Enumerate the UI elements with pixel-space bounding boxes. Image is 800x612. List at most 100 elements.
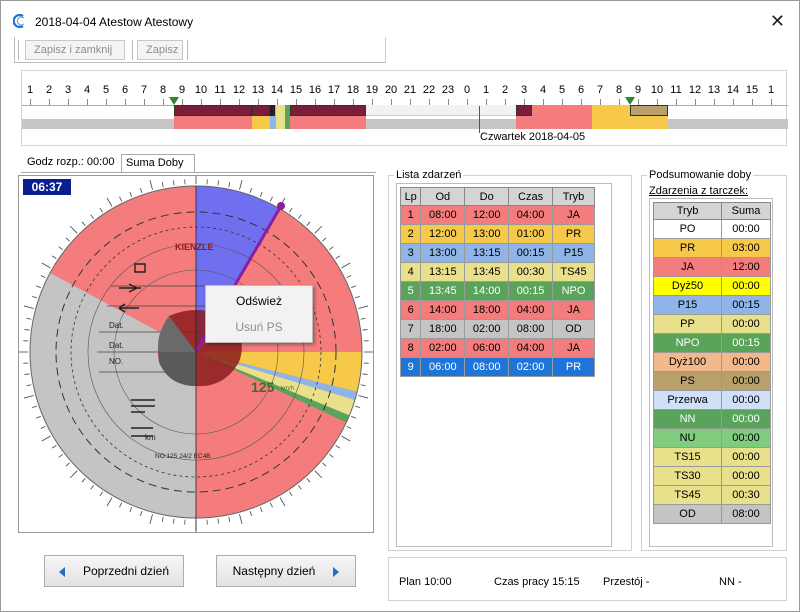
summary-list[interactable]: Tryb Suma PO 00:00 PR 03:00 JA 12:00 Dyż50 00:00… — [649, 198, 773, 547]
disc-tick — [346, 275, 352, 279]
table-row[interactable]: 2 12:00 13:00 01:00 PR — [399, 224, 595, 244]
timeline-hour-label: 2 — [45, 84, 53, 96]
save-and-close-button[interactable]: Zapisz i zamknij — [25, 40, 125, 60]
table-row[interactable]: 8 02:00 06:00 04:00 JA — [399, 338, 595, 358]
table-cell: Dyż50 — [652, 276, 723, 296]
save-button[interactable]: Zapisz — [137, 40, 183, 60]
timeline-hour-label: 13 — [707, 84, 721, 96]
timeline-tick — [695, 99, 696, 105]
disc-tick — [119, 196, 123, 202]
table-cell: 13:45 — [464, 262, 510, 282]
disc-ring — [55, 211, 337, 493]
table-cell: 00:00 — [721, 219, 771, 239]
disc-tick — [99, 207, 103, 213]
disc-tick — [41, 262, 51, 269]
events-column-header[interactable]: Czas — [508, 187, 553, 206]
disc-tick — [58, 246, 63, 251]
disc-tick — [360, 317, 366, 320]
table-cell: 00:30 — [721, 485, 771, 505]
table-cell: NU — [652, 428, 723, 448]
table-row: OD 08:00 — [652, 504, 771, 524]
disc-tick — [351, 285, 356, 289]
previous-day-button[interactable]: Poprzedni dzień — [44, 555, 184, 587]
svg-text:NO.: NO. — [109, 357, 123, 366]
table-cell: 2 — [399, 224, 422, 244]
table-cell: 06:00 — [464, 338, 510, 358]
table-row[interactable]: 3 13:00 13:15 00:15 P15 — [399, 243, 595, 263]
timeline-hour-label: 4 — [83, 84, 91, 96]
table-cell: 00:15 — [721, 333, 771, 353]
status-bar: Plan 10:00 Czas pracy 15:15 Przestój - N… — [388, 557, 787, 601]
delete-ps-menu-item[interactable]: Usuń PS — [235, 320, 283, 334]
disc-tick — [341, 262, 351, 269]
table-cell: 00:15 — [721, 295, 771, 315]
disc-tick — [36, 415, 41, 419]
table-row[interactable]: 1 08:00 12:00 04:00 JA — [399, 205, 595, 225]
summary-subtitle: Zdarzenia z tarczek: — [649, 185, 749, 197]
close-icon[interactable]: ✕ — [769, 11, 785, 31]
status-nn: NN - — [719, 576, 742, 588]
disc-tick — [358, 395, 369, 399]
timeline-hour-label: 1 — [26, 84, 34, 96]
arrow-left-icon — [58, 566, 65, 577]
disc-tick — [259, 192, 263, 197]
table-cell: 13:00 — [420, 243, 466, 263]
events-column-header[interactable]: Lp — [399, 187, 422, 206]
table-row: PS 00:00 — [652, 371, 771, 391]
disc-tick — [32, 296, 38, 299]
timeline-segment-od — [366, 105, 518, 116]
timeline-tick — [733, 99, 734, 105]
table-cell: 08:00 — [508, 319, 553, 339]
table-cell: TS15 — [652, 447, 723, 467]
disc-tick — [239, 179, 243, 190]
timeline-tick — [315, 99, 316, 105]
table-cell: 13:15 — [420, 262, 466, 282]
table-cell: 01:00 — [508, 224, 553, 244]
timeline-tick — [182, 99, 183, 105]
table-cell: 9 — [399, 357, 422, 377]
table-cell: 00:00 — [721, 428, 771, 448]
table-row[interactable]: 7 18:00 02:00 08:00 OD — [399, 319, 595, 339]
events-group — [388, 175, 632, 551]
disc-tick — [90, 214, 95, 219]
table-row[interactable]: 4 13:15 13:45 00:30 TS45 — [399, 262, 595, 282]
disc-tick — [329, 453, 334, 458]
table-row[interactable]: 6 14:00 18:00 04:00 JA — [399, 300, 595, 320]
table-row: P15 00:15 — [652, 295, 771, 315]
timeline-hour-label: 16 — [308, 84, 322, 96]
tachograph-disc-panel[interactable]: KIENZLE 125 km/h NO.125 24/2 EC4B Dat. D… — [18, 175, 374, 533]
timeline-tick — [125, 99, 126, 105]
disc-clock-hand-tip — [277, 202, 285, 210]
timeline-tick — [752, 99, 753, 105]
disc-hub-gray — [159, 352, 196, 386]
next-day-button[interactable]: Następny dzień — [216, 555, 356, 587]
disc-tick — [51, 255, 57, 259]
table-row[interactable]: 5 13:45 14:00 00:15 NPO — [399, 281, 595, 301]
table-cell: TS45 — [652, 485, 723, 505]
events-column-header[interactable]: Do — [464, 187, 510, 206]
table-row: Dyż50 00:00 — [652, 276, 771, 296]
tab-day-summary[interactable]: Suma Doby — [121, 154, 195, 172]
table-row: TS45 00:30 — [652, 485, 771, 505]
events-column-header[interactable]: Od — [420, 187, 466, 206]
disc-tick — [99, 491, 103, 497]
disc-tick — [32, 405, 38, 408]
refresh-menu-item[interactable]: Odśwież — [235, 294, 282, 308]
table-cell: 00:15 — [508, 281, 553, 301]
timeline-track-bottom — [22, 119, 788, 129]
table-row: PP 00:00 — [652, 314, 771, 334]
timeline-tick — [581, 99, 582, 105]
timeline-hour-label: 3 — [64, 84, 72, 96]
disc-tick — [279, 497, 286, 507]
events-column-header[interactable]: Tryb — [552, 187, 595, 206]
timeline[interactable]: 1 2 3 4 5 6 7 8 9 10 11 12 13 14 15 16 17 18 19 20 21 22 23 0 1 2… — [21, 70, 788, 146]
events-list[interactable]: Lp Od Do Czas Tryb 1 08:00 12:00 04:00 JA 2 12:00 1… — [396, 183, 612, 547]
timeline-hour-label: 11 — [214, 84, 226, 96]
table-cell: TS45 — [552, 262, 595, 282]
table-row[interactable]: 9 06:00 08:00 02:00 PR — [399, 357, 595, 377]
disc-tick — [36, 285, 41, 289]
disc-tick — [314, 225, 323, 234]
table-cell: P15 — [552, 243, 595, 263]
tab-start-hour[interactable]: Godz rozp.: 00:00 — [27, 156, 115, 168]
timeline-tick — [68, 99, 69, 105]
